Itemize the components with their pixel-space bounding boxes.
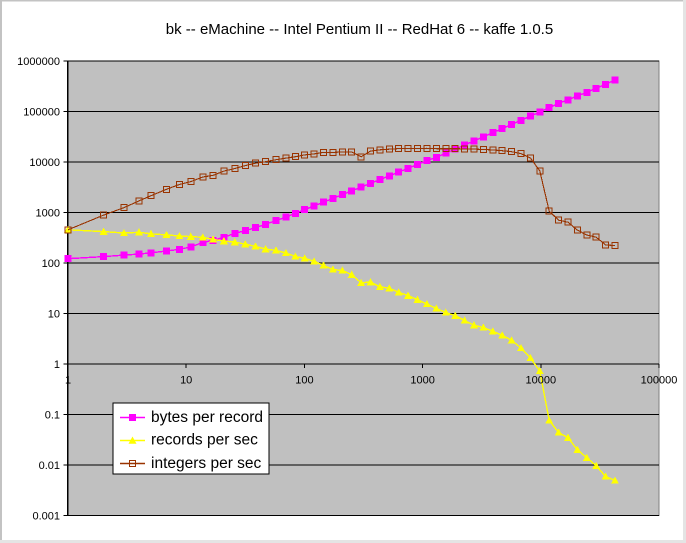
svg-text:100: 100 xyxy=(295,375,313,387)
svg-text:1000: 1000 xyxy=(410,375,434,387)
svg-text:1: 1 xyxy=(54,359,60,371)
svg-text:10: 10 xyxy=(180,375,192,387)
svg-text:10: 10 xyxy=(48,309,60,321)
svg-text:0.1: 0.1 xyxy=(45,410,60,422)
svg-text:0.01: 0.01 xyxy=(39,460,60,472)
svg-text:bytes per record: bytes per record xyxy=(151,409,263,426)
svg-text:10000: 10000 xyxy=(29,157,60,169)
svg-text:0.001: 0.001 xyxy=(32,511,60,523)
svg-text:1000: 1000 xyxy=(36,208,60,220)
svg-text:100000: 100000 xyxy=(23,107,60,119)
svg-text:100: 100 xyxy=(42,258,60,270)
svg-text:1000000: 1000000 xyxy=(17,56,60,68)
svg-text:1: 1 xyxy=(65,375,71,387)
svg-text:bk -- eMachine -- Intel Pentiu: bk -- eMachine -- Intel Pentium II -- Re… xyxy=(166,21,553,38)
svg-text:integers per sec: integers per sec xyxy=(151,455,262,472)
svg-text:10000: 10000 xyxy=(526,375,557,387)
svg-text:100000: 100000 xyxy=(641,375,678,387)
svg-text:records per sec: records per sec xyxy=(151,432,258,449)
